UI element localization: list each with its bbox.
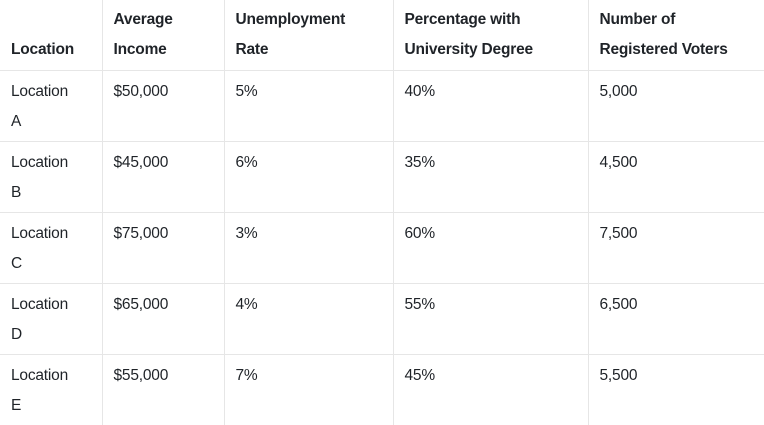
cell-registered-voters: 5,500 bbox=[587, 354, 764, 425]
cell-unemployment-rate: 7% bbox=[223, 354, 393, 425]
cell-location-line-2: E bbox=[11, 396, 22, 414]
cell-unemployment-rate: 6% bbox=[223, 141, 393, 213]
header-average-income-line-2: Income bbox=[113, 41, 167, 58]
cell-registered-voters: 7,500 bbox=[587, 212, 764, 284]
cell-average-income: $55,000 bbox=[101, 354, 224, 425]
table-row: Location B $45,000 6% 35% 4,500 bbox=[0, 141, 764, 213]
header-unemployment-rate-line-2: Rate bbox=[235, 41, 269, 58]
cell-location-line-1: Location bbox=[11, 224, 69, 242]
header-university-degree: Percentage with University Degree bbox=[392, 0, 588, 71]
cell-location-line-2: A bbox=[11, 112, 22, 130]
cell-average-income: $50,000 bbox=[101, 70, 224, 142]
cell-location: Location D bbox=[0, 283, 102, 355]
cell-average-income: $45,000 bbox=[101, 141, 224, 213]
cell-university-degree: 55% bbox=[392, 283, 588, 355]
table-row: Location A $50,000 5% 40% 5,000 bbox=[0, 70, 764, 142]
header-unemployment-rate: Unemployment Rate bbox=[223, 0, 393, 71]
cell-unemployment-rate: 5% bbox=[223, 70, 393, 142]
header-registered-voters-line-1: Number of bbox=[599, 11, 676, 28]
cell-unemployment-rate: 3% bbox=[223, 212, 393, 284]
cell-university-degree: 45% bbox=[392, 354, 588, 425]
cell-location-line-1: Location bbox=[11, 366, 69, 384]
cell-location-line-2: D bbox=[11, 325, 22, 343]
cell-average-income: $75,000 bbox=[101, 212, 224, 284]
table-row: Location E $55,000 7% 45% 5,500 bbox=[0, 354, 764, 425]
cell-location: Location C bbox=[0, 212, 102, 284]
cell-registered-voters: 4,500 bbox=[587, 141, 764, 213]
cell-location-line-2: C bbox=[11, 254, 22, 272]
header-registered-voters-line-2: Registered Voters bbox=[599, 41, 728, 58]
table-header-row: Location Average Income Unemployment Rat… bbox=[0, 0, 764, 71]
cell-registered-voters: 6,500 bbox=[587, 283, 764, 355]
header-average-income: Average Income bbox=[101, 0, 224, 71]
cell-location-line-1: Location bbox=[11, 153, 69, 171]
header-university-degree-line-2: University Degree bbox=[404, 41, 534, 58]
header-university-degree-line-1: Percentage with bbox=[404, 11, 521, 28]
header-average-income-line-1: Average bbox=[113, 11, 173, 28]
cell-location-line-1: Location bbox=[11, 82, 69, 100]
header-unemployment-rate-line-1: Unemployment bbox=[235, 11, 346, 28]
cell-average-income: $65,000 bbox=[101, 283, 224, 355]
cell-unemployment-rate: 4% bbox=[223, 283, 393, 355]
cell-university-degree: 35% bbox=[392, 141, 588, 213]
table-row: Location C $75,000 3% 60% 7,500 bbox=[0, 212, 764, 284]
cell-location-line-1: Location bbox=[11, 295, 69, 313]
header-location-line-1: Location bbox=[11, 41, 74, 58]
cell-university-degree: 60% bbox=[392, 212, 588, 284]
table-row: Location D $65,000 4% 55% 6,500 bbox=[0, 283, 764, 355]
cell-location: Location A bbox=[0, 70, 102, 142]
header-location: Location bbox=[0, 0, 102, 71]
cell-location-line-2: B bbox=[11, 183, 22, 201]
cell-location: Location E bbox=[0, 354, 102, 425]
cell-university-degree: 40% bbox=[392, 70, 588, 142]
cell-location: Location B bbox=[0, 141, 102, 213]
cell-registered-voters: 5,000 bbox=[587, 70, 764, 142]
header-registered-voters: Number of Registered Voters bbox=[587, 0, 764, 71]
